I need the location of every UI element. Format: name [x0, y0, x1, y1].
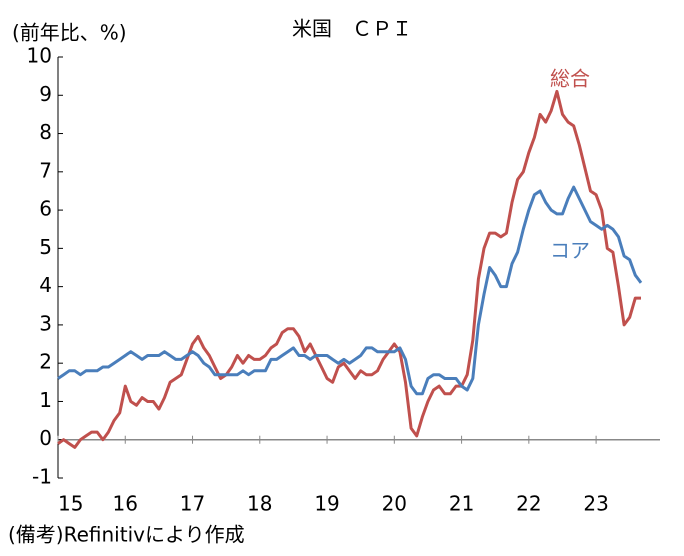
y-tick-label: 9 — [39, 82, 52, 106]
note: (備考)Refinitivにより作成 — [8, 523, 245, 547]
y-tick-label: 7 — [39, 158, 52, 182]
x-tick-label: 19 — [314, 492, 339, 516]
y-tick-label: 0 — [39, 426, 52, 450]
y-tick-label: 5 — [39, 235, 52, 259]
series-line — [57, 185, 643, 396]
x-tick-label: 20 — [382, 492, 407, 516]
x-tick-label: 16 — [113, 492, 138, 516]
x-tick-label: 21 — [449, 492, 474, 516]
y-tick-label: 6 — [39, 197, 52, 221]
y-tick-label: 10 — [27, 44, 52, 68]
chart-title: 米国 ＣＰＩ — [292, 17, 412, 41]
y-tick-label: 8 — [39, 120, 52, 144]
y-tick-label: 1 — [39, 388, 52, 412]
y-tick-label: 3 — [39, 311, 52, 335]
x-tick-label: 17 — [180, 492, 205, 516]
y-tick-label: 4 — [39, 273, 52, 297]
x-tick-label: 18 — [247, 492, 272, 516]
y-tick-label: -1 — [32, 465, 52, 489]
x-tick-label: 23 — [583, 492, 608, 516]
x-tick-label: 22 — [516, 492, 541, 516]
series-label: 総合 — [550, 67, 590, 91]
series-label: コア — [550, 239, 590, 263]
series-line — [57, 89, 641, 449]
y-axis-label: (前年比、%) — [12, 21, 127, 45]
x-tick-label: 15 — [58, 492, 83, 516]
y-tick-label: 2 — [39, 350, 52, 374]
